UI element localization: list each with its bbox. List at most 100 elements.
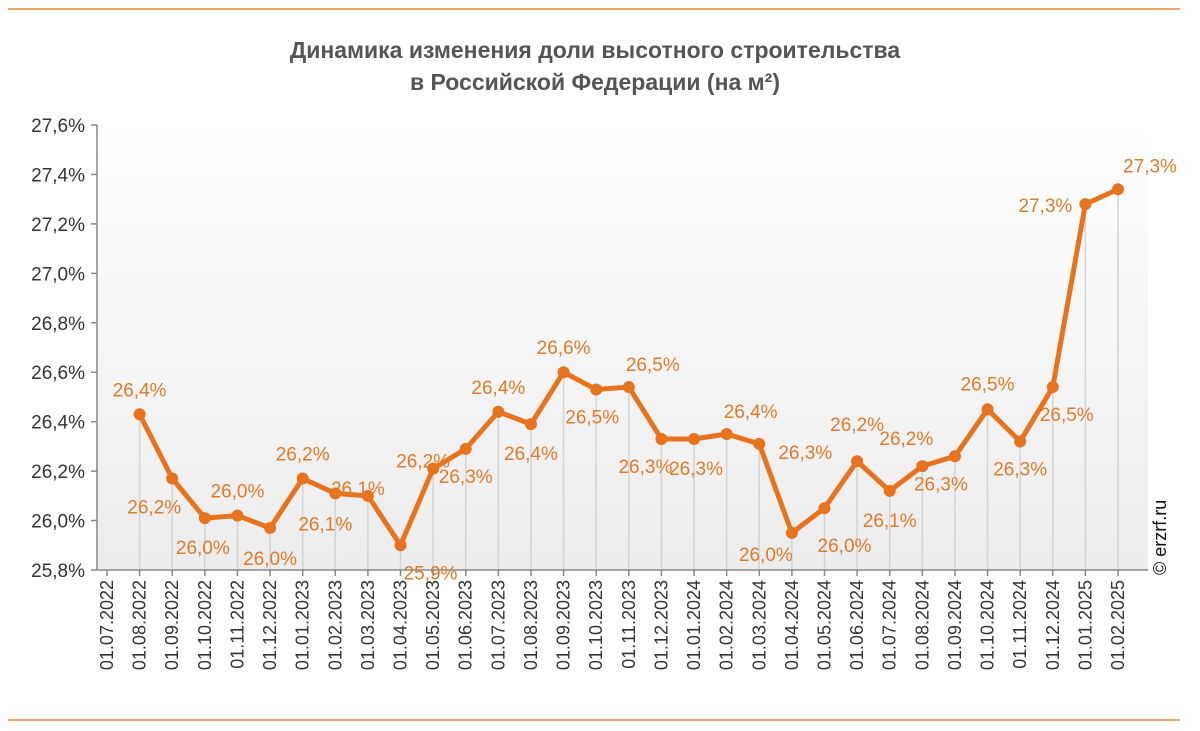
data-label: 26,3% — [778, 443, 832, 464]
data-label: 26,3% — [993, 459, 1047, 480]
data-point — [785, 526, 798, 539]
data-label: 27,3% — [1123, 156, 1177, 177]
data-label: 27,3% — [1018, 196, 1072, 217]
data-point — [296, 472, 309, 485]
y-tick-label: 27,2% — [31, 215, 85, 236]
data-label: 26,0% — [243, 549, 297, 570]
data-point — [883, 484, 896, 497]
x-tick-label: 01.10.2022 — [195, 580, 215, 670]
data-label: 26,2% — [127, 498, 181, 519]
data-label: 26,4% — [504, 444, 558, 465]
data-label: 26,0% — [176, 538, 230, 559]
x-tick-label: 01.02.2025 — [1108, 580, 1128, 670]
x-tick-label: 01.06.2023 — [456, 580, 476, 670]
x-tick-label: 01.04.2024 — [782, 580, 802, 670]
data-label: 26,2% — [879, 429, 933, 450]
data-label: 26,1% — [298, 514, 352, 535]
x-tick-label: 01.09.2022 — [162, 580, 182, 670]
data-point — [753, 437, 766, 450]
data-label: 26,3% — [618, 457, 672, 478]
data-point — [264, 521, 277, 534]
data-label: 26,1% — [331, 479, 385, 500]
y-tick-label: 26,0% — [31, 512, 85, 533]
y-tick-label: 26,8% — [31, 314, 85, 335]
data-point — [166, 472, 179, 485]
data-label: 26,1% — [863, 511, 917, 532]
data-point — [1014, 435, 1027, 448]
data-point — [329, 487, 342, 500]
data-point — [981, 403, 994, 416]
data-label: 26,3% — [914, 474, 968, 495]
x-tick-label: 01.06.2024 — [847, 580, 867, 670]
x-tick-label: 01.11.2024 — [1010, 580, 1030, 669]
x-tick-label: 01.09.2024 — [945, 580, 965, 670]
data-point — [1079, 198, 1092, 211]
data-label: 26,0% — [818, 536, 872, 557]
data-point — [818, 502, 831, 515]
x-tick-label: 01.07.2024 — [880, 580, 900, 670]
data-label: 26,0% — [211, 482, 265, 503]
data-label: 26,6% — [537, 338, 591, 359]
data-label: 26,2% — [396, 452, 450, 473]
data-point — [492, 405, 505, 418]
data-label: 26,4% — [724, 402, 778, 423]
data-point — [1046, 381, 1059, 394]
x-tick-label: 01.02.2023 — [325, 580, 345, 670]
data-label: 26,2% — [830, 415, 884, 436]
x-tick-label: 01.07.2023 — [488, 580, 508, 670]
data-label: 26,4% — [471, 378, 525, 399]
y-tick-label: 26,4% — [31, 413, 85, 434]
data-point — [590, 383, 603, 396]
x-tick-label: 01.12.2023 — [651, 580, 671, 670]
y-tick-label: 27,4% — [31, 165, 85, 186]
top-rule — [8, 8, 1180, 10]
x-tick-label: 01.10.2024 — [978, 580, 998, 670]
data-label: 26,5% — [565, 408, 619, 429]
bottom-rule — [8, 719, 1180, 721]
y-tick-label: 26,6% — [31, 363, 85, 384]
data-point — [557, 366, 570, 379]
data-point — [720, 428, 733, 441]
data-point — [361, 489, 374, 502]
data-point — [394, 539, 407, 552]
data-label: 26,3% — [439, 467, 493, 488]
data-label: 26,3% — [669, 459, 723, 480]
data-label: 26,0% — [739, 545, 793, 566]
x-tick-label: 01.03.2024 — [749, 580, 769, 670]
data-point — [524, 418, 537, 431]
data-label: 26,4% — [113, 380, 167, 401]
data-point — [916, 460, 929, 473]
y-tick-label: 27,6% — [31, 116, 85, 137]
x-tick-label: 01.11.2023 — [619, 580, 639, 669]
data-label: 26,5% — [1040, 405, 1094, 426]
chart-title-line-1: Динамика изменения доли высотного строит… — [289, 37, 901, 63]
y-tick-label: 26,2% — [31, 462, 85, 483]
x-tick-label: 01.02.2024 — [717, 580, 737, 670]
watermark: © erzrf.ru — [1150, 499, 1170, 575]
data-point — [198, 512, 211, 525]
chart-title-line-2: в Российской Федерации (на м²) — [409, 69, 780, 95]
x-tick-label: 01.05.2024 — [814, 580, 834, 670]
x-tick-label: 01.01.2024 — [684, 580, 704, 670]
data-point — [851, 455, 864, 468]
data-point — [427, 462, 440, 475]
data-label: 25,9% — [404, 563, 458, 584]
data-label: 26,2% — [276, 445, 330, 466]
x-tick-label: 01.09.2023 — [554, 580, 574, 670]
x-tick-label: 01.01.2023 — [293, 580, 313, 670]
x-tick-label: 01.08.2022 — [130, 580, 150, 670]
data-point — [1112, 183, 1124, 196]
x-tick-label: 01.08.2023 — [521, 580, 541, 670]
x-tick-label: 01.08.2024 — [912, 580, 932, 670]
data-point — [231, 509, 244, 522]
data-label: 26,5% — [961, 374, 1015, 395]
x-tick-label: 01.12.2022 — [260, 580, 280, 670]
x-tick-label: 01.11.2022 — [227, 580, 247, 669]
y-tick-label: 27,0% — [31, 264, 85, 285]
x-tick-label: 01.01.2025 — [1075, 580, 1095, 670]
plot-background — [97, 125, 1148, 570]
x-tick-label: 01.07.2022 — [97, 580, 117, 670]
data-point — [655, 432, 668, 445]
data-point — [459, 442, 472, 455]
